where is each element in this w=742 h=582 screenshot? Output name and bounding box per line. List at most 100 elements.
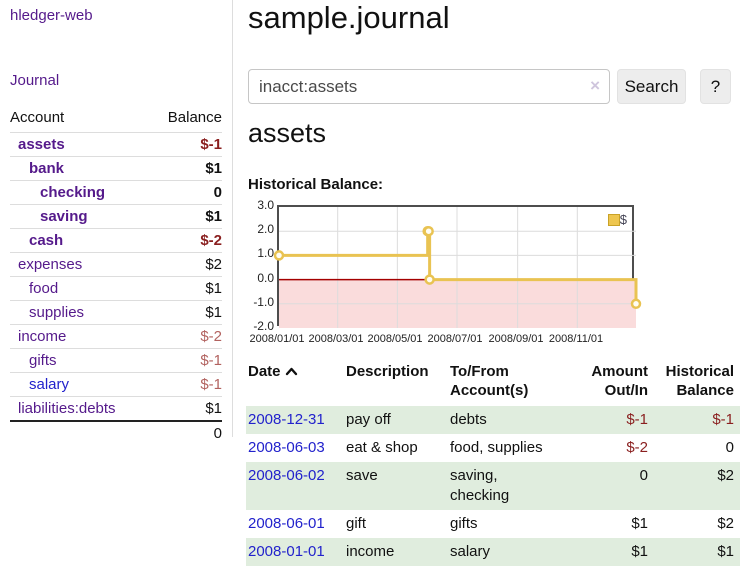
account-page-title: assets <box>248 118 327 148</box>
account-balance: $1 <box>150 300 222 325</box>
register-header-date[interactable]: Date <box>246 358 344 406</box>
accounts-table: Account Balance assets $-1 bank $1 check… <box>10 104 222 445</box>
transaction-amount: $1 <box>566 538 648 566</box>
account-link-supplies[interactable]: supplies <box>29 304 85 321</box>
transaction-date-link[interactable]: 2008-12-31 <box>248 411 325 428</box>
account-link-bank[interactable]: bank <box>29 160 65 177</box>
accounts-header-account: Account <box>10 109 65 126</box>
sidebar: hledger-web Journal Account Balance asse… <box>0 0 232 582</box>
sort-asc-icon <box>285 362 298 381</box>
y-tick-label: 2.0 <box>257 222 274 236</box>
account-link-saving[interactable]: saving <box>40 208 88 225</box>
transaction-accounts: debts <box>448 406 566 434</box>
x-tick-label: 2008/11/01 <box>548 333 604 345</box>
account-link-salary[interactable]: salary <box>29 376 70 393</box>
account-balance: 0 <box>150 180 222 205</box>
chart-heading: Historical Balance: <box>248 176 384 193</box>
register-row: 2008-06-03 eat & shop food, supplies $-2… <box>246 434 740 462</box>
account-row-salary: salary $-1 <box>10 372 222 397</box>
y-tick-label: -2.0 <box>253 319 274 333</box>
account-balance: $1 <box>150 276 222 301</box>
account-balance: $1 <box>150 204 222 229</box>
account-row-checking: checking 0 <box>10 180 222 205</box>
account-row-income: income $-2 <box>10 324 222 349</box>
account-row-saving: saving $1 <box>10 204 222 229</box>
register-row: 2008-01-01 income salary $1 $1 <box>246 538 740 566</box>
x-tick-label: 2008/09/01 <box>488 333 544 345</box>
transaction-balance: $1 <box>648 538 740 566</box>
y-tick-label: 3.0 <box>257 198 274 212</box>
account-balance: $-1 <box>150 372 222 397</box>
transaction-description: income <box>344 538 448 566</box>
register-header-amount: Amount Out/In <box>591 363 648 399</box>
account-link-gifts[interactable]: gifts <box>29 352 57 369</box>
x-tick-label: 2008/01/01 <box>249 333 305 345</box>
x-tick-label: 2008/03/01 <box>308 333 364 345</box>
account-link-assets[interactable]: assets <box>18 136 65 153</box>
transaction-balance: 0 <box>725 439 734 456</box>
accounts-header-row: Account Balance <box>10 104 222 133</box>
search-button[interactable]: Search <box>617 69 686 104</box>
account-balance: $2 <box>150 252 222 277</box>
sidebar-divider <box>232 0 233 437</box>
account-balance: $1 <box>150 396 222 421</box>
sidebar-item-journal[interactable]: Journal <box>10 72 60 89</box>
chart-legend: $ <box>607 212 627 227</box>
account-link-income[interactable]: income <box>18 328 67 345</box>
transaction-balance: $2 <box>717 515 734 532</box>
register-header-row: Date Description To/From Account(s) Amou… <box>246 358 740 406</box>
register-row: 2008-12-31 pay off debts $-1 $-1 <box>246 406 740 434</box>
account-row-cash: cash $-2 <box>10 228 222 253</box>
legend-swatch-icon <box>607 213 620 226</box>
account-row-bank: bank $1 <box>10 156 222 181</box>
transaction-balance: $-1 <box>648 406 740 434</box>
accounts-header-balance: Balance <box>167 109 222 126</box>
transaction-date-link[interactable]: 2008-06-01 <box>248 515 325 532</box>
register-header-balance: Historical Balance <box>665 363 734 399</box>
account-balance: $-1 <box>150 348 222 373</box>
page-title: sample.journal <box>248 0 450 35</box>
account-link-liabilities-debts[interactable]: liabilities:debts <box>18 400 116 417</box>
account-link-expenses[interactable]: expenses <box>18 256 83 273</box>
help-button[interactable]: ? <box>700 69 731 104</box>
transaction-accounts: food, supplies <box>450 439 543 456</box>
transaction-description: save <box>344 462 448 510</box>
account-row-food: food $1 <box>10 276 222 301</box>
y-tick-label: 0.0 <box>257 271 274 285</box>
accounts-total-row: 0 <box>10 420 222 445</box>
clear-search-icon[interactable]: × <box>590 76 600 95</box>
app-title-link[interactable]: hledger-web <box>10 7 93 24</box>
account-link-cash[interactable]: cash <box>29 232 64 249</box>
balance-line-chart <box>273 207 642 328</box>
historical-balance-chart: 3.0 2.0 1.0 0.0 -1.0 -2.0 $ 2008/01/01 2… <box>248 198 742 353</box>
transaction-description: gift <box>346 515 367 532</box>
account-row-supplies: supplies $1 <box>10 300 222 325</box>
transaction-amount: 0 <box>566 462 648 510</box>
account-row-liabilities-debts: liabilities:debts $1 <box>10 396 222 421</box>
transaction-amount: $-2 <box>626 439 648 456</box>
transaction-date-link[interactable]: 2008-01-01 <box>248 543 325 560</box>
transaction-amount: $1 <box>631 515 648 532</box>
account-link-food[interactable]: food <box>29 280 59 297</box>
account-row-gifts: gifts $-1 <box>10 348 222 373</box>
account-row-expenses: expenses $2 <box>10 252 222 277</box>
register-row: 2008-06-01 gift gifts $1 $2 <box>246 510 740 538</box>
account-link-checking[interactable]: checking <box>40 184 106 201</box>
transaction-balance: $2 <box>648 462 740 510</box>
chart-plot-area[interactable]: $ <box>273 205 642 328</box>
account-balance: $-2 <box>150 228 222 253</box>
y-tick-label: 1.0 <box>257 246 274 260</box>
transaction-amount: $-1 <box>566 406 648 434</box>
x-tick-label: 2008/05/01 <box>367 333 423 345</box>
account-row-assets: assets $-1 <box>10 132 222 157</box>
transaction-date-link[interactable]: 2008-06-02 <box>248 467 325 484</box>
y-tick-label: -1.0 <box>253 295 274 309</box>
register-table: Date Description To/From Account(s) Amou… <box>246 358 740 566</box>
account-balance: $1 <box>150 156 222 181</box>
transaction-date-link[interactable]: 2008-06-03 <box>248 439 325 456</box>
account-balance: $-1 <box>150 132 222 157</box>
accounts-total-value: 0 <box>150 420 222 445</box>
transaction-description: pay off <box>344 406 448 434</box>
transaction-accounts: saving, checking <box>448 462 566 510</box>
search-input[interactable] <box>259 70 579 103</box>
